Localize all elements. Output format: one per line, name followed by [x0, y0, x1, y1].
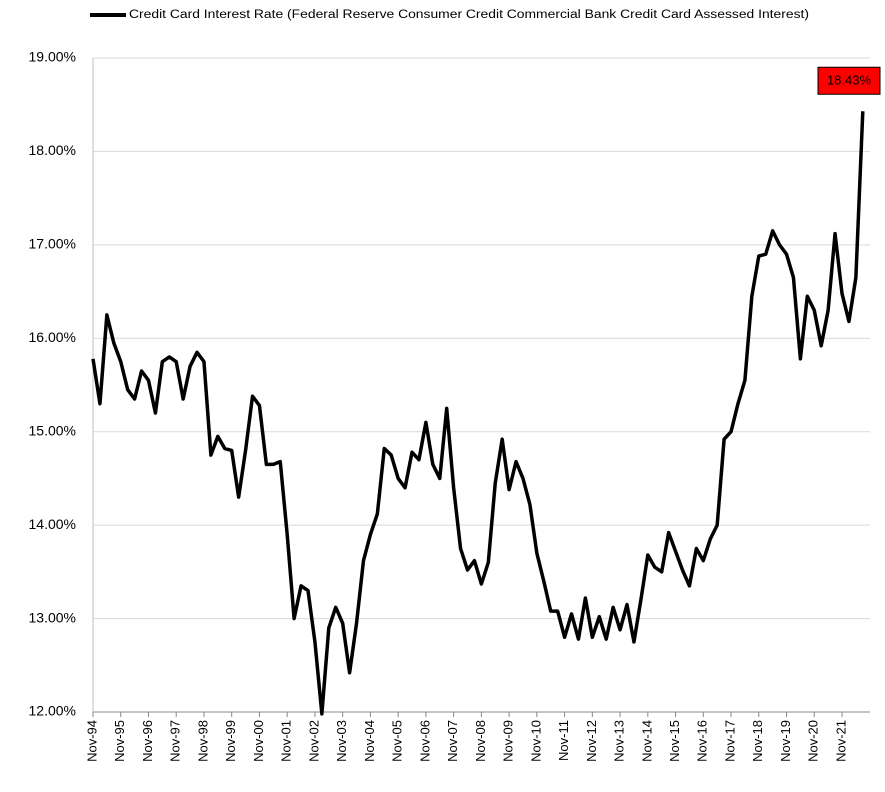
- y-tick-label: 18.00%: [29, 142, 76, 158]
- x-tick-label: Nov-17: [722, 720, 737, 762]
- x-tick-label: Nov-99: [223, 720, 238, 762]
- x-tick-label: Nov-08: [473, 720, 488, 762]
- x-tick-label: Nov-97: [168, 720, 183, 762]
- y-tick-label: 19.00%: [29, 49, 76, 65]
- x-tick-label: Nov-04: [362, 720, 377, 762]
- legend-label: Credit Card Interest Rate (Federal Reser…: [129, 9, 809, 21]
- x-tick-label: Nov-15: [667, 720, 682, 762]
- x-tick-label: Nov-06: [417, 720, 432, 762]
- x-tick-label: Nov-03: [334, 720, 349, 762]
- x-tick-label: Nov-09: [501, 720, 516, 762]
- x-tick-label: Nov-94: [84, 720, 99, 762]
- x-tick-label: Nov-13: [612, 720, 627, 762]
- y-tick-label: 14.00%: [29, 516, 76, 532]
- y-tick-label: 15.00%: [29, 422, 76, 438]
- x-tick-label: Nov-00: [251, 720, 266, 762]
- x-tick-label: Nov-21: [833, 720, 848, 762]
- x-tick-label: Nov-11: [556, 720, 571, 761]
- y-tick-label: 16.00%: [29, 329, 76, 345]
- x-tick-label: Nov-20: [806, 720, 821, 762]
- y-tick-label: 17.00%: [29, 236, 76, 252]
- x-tick-label: Nov-02: [306, 720, 321, 762]
- x-tick-label: Nov-96: [140, 720, 155, 762]
- x-tick-label: Nov-01: [279, 720, 294, 762]
- x-tick-label: Nov-98: [195, 720, 210, 762]
- series-line: [91, 111, 865, 716]
- y-tick-label: 12.00%: [29, 703, 76, 719]
- y-tick-label: 13.00%: [29, 609, 76, 625]
- x-tick-label: Nov-05: [390, 720, 405, 762]
- x-tick-label: Nov-07: [445, 720, 460, 762]
- x-tick-label: Nov-16: [695, 720, 710, 762]
- x-tick-label: Nov-12: [584, 720, 599, 762]
- annotation-label: 18.43%: [827, 73, 872, 88]
- x-tick-label: Nov-19: [778, 720, 793, 762]
- x-tick-label: Nov-18: [750, 720, 765, 762]
- annotation-box: [817, 66, 881, 95]
- x-tick-label: Nov-10: [528, 720, 543, 762]
- x-tick-label: Nov-14: [639, 720, 654, 762]
- x-tick-label: Nov-95: [112, 720, 127, 762]
